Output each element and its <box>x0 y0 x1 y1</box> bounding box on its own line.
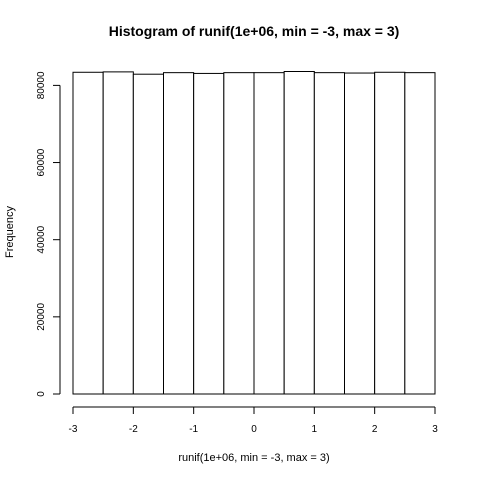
y-tick-label: 40000 <box>36 225 47 253</box>
bars-group <box>72 71 436 395</box>
y-axis: 0 20000 40000 60000 80000 <box>36 71 61 397</box>
x-tick-label: 0 <box>251 424 257 435</box>
histogram-bar <box>404 72 436 395</box>
x-tick-label: -2 <box>129 424 138 435</box>
histogram-bar <box>193 72 225 395</box>
x-axis: -3 -2 -1 0 1 2 3 <box>69 406 438 435</box>
histogram-bar <box>283 71 315 395</box>
x-tick-label: -1 <box>189 424 198 435</box>
x-tick-label: -3 <box>69 424 78 435</box>
histogram-bar <box>253 72 285 395</box>
histogram-bar <box>72 71 104 395</box>
y-tick-label: 60000 <box>36 148 47 176</box>
x-tick-label: 1 <box>312 424 318 435</box>
histogram-bar <box>374 71 406 395</box>
y-tick-label: 20000 <box>36 303 47 331</box>
histogram-bar <box>313 72 346 395</box>
x-tick-label: 2 <box>372 424 378 435</box>
y-axis-label: Frequency <box>4 206 16 258</box>
x-axis-label: runif(1e+06, min = -3, max = 3) <box>178 452 329 464</box>
x-tick-label: 3 <box>432 424 438 435</box>
histogram-bar <box>102 71 134 395</box>
histogram-bar <box>344 72 376 395</box>
chart-title: Histogram of runif(1e+06, min = -3, max … <box>109 23 400 39</box>
histogram-bar <box>132 73 164 395</box>
y-tick-label: 80000 <box>36 71 47 99</box>
histogram-bar <box>223 72 255 395</box>
histogram-bar <box>163 72 195 395</box>
y-tick-label: 0 <box>36 391 47 397</box>
